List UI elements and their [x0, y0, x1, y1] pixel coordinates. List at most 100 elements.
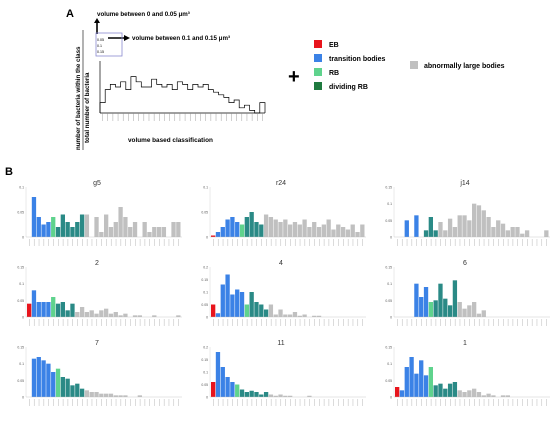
bar [75, 383, 80, 397]
bar [225, 377, 230, 397]
bar [505, 395, 510, 397]
bar [118, 207, 123, 237]
legend-item-abnormally-large-bodies: abnormally large bodies [410, 61, 505, 70]
bar [94, 392, 99, 397]
y-tick-label: 0.1 [387, 362, 392, 366]
chart-title: 7 [95, 340, 99, 347]
y-tick-label: 0.15 [17, 266, 24, 270]
bar [510, 227, 515, 237]
bar [94, 313, 99, 317]
bar [108, 227, 114, 237]
bar [283, 395, 288, 397]
bar [428, 367, 433, 397]
bar [544, 230, 549, 237]
legend-item-rb: RB [314, 68, 339, 77]
bar [515, 227, 520, 237]
y-tick-label: 0.1 [19, 362, 24, 366]
bar [278, 394, 283, 397]
bar [41, 224, 46, 237]
bar [31, 290, 37, 317]
bar [215, 313, 221, 317]
bar [263, 309, 269, 317]
bar [65, 310, 70, 317]
bar [452, 280, 458, 317]
legend-label: transition bodies [329, 56, 386, 63]
bar [350, 224, 355, 237]
bar [244, 217, 249, 237]
bar [75, 222, 80, 237]
bar [230, 217, 235, 237]
bar [142, 222, 147, 237]
bar [60, 214, 65, 237]
bar [123, 313, 128, 317]
bar [414, 215, 419, 237]
bar [235, 384, 240, 397]
legend-label: abnormally large bodies [424, 63, 505, 70]
y-tick-label: 0.15 [17, 346, 24, 350]
bar [104, 308, 109, 317]
bar [99, 393, 104, 397]
bar [220, 284, 225, 317]
bar [452, 382, 458, 397]
bar [443, 298, 448, 317]
bar [118, 315, 123, 317]
bar [137, 395, 142, 397]
y-tick-label: 0.05 [201, 383, 208, 387]
chart-6: 6 0.15 0.1 0.05 0 [385, 260, 550, 326]
legend-item-eb: EB [314, 40, 339, 49]
legend: EB transition bodies RB dividing RB abnormal… [314, 40, 505, 91]
bar [70, 227, 75, 237]
bar [70, 303, 75, 317]
bar [220, 367, 225, 397]
bar [297, 315, 302, 317]
bar [476, 392, 482, 397]
bar [409, 357, 414, 397]
panel-a-label: A [66, 8, 74, 20]
bar [118, 395, 123, 397]
bar [491, 395, 496, 397]
bar [239, 224, 245, 237]
chart-title: 6 [463, 260, 467, 267]
y-tick-label: 0.05 [385, 299, 392, 303]
bar [152, 315, 157, 317]
y-tick-label: 0 [390, 316, 392, 320]
bar [176, 315, 181, 317]
chart-4: 4 0.2 0.15 0.1 0.05 0 [201, 260, 366, 326]
bar [414, 283, 419, 317]
legend-label: RB [329, 70, 339, 77]
bar [321, 224, 326, 237]
bar [268, 304, 274, 317]
bar [230, 294, 235, 317]
y-tick-label: 0.1 [203, 186, 208, 190]
bar [51, 217, 56, 237]
bar [467, 390, 472, 397]
y-tick-label: 0.05 [17, 379, 24, 383]
bar [113, 222, 118, 237]
bar [254, 302, 259, 317]
bar [297, 224, 302, 237]
bar [438, 283, 443, 317]
bar [225, 274, 230, 317]
y-tick-label: 0.1 [387, 202, 392, 206]
bar [108, 313, 114, 317]
inset-label-2: 0.1 [97, 44, 102, 48]
legend-swatch [314, 40, 322, 48]
annot-top: volume between 0 and 0.05 μm³ [97, 11, 190, 18]
y-tick-label: 0 [390, 236, 392, 240]
bar [89, 310, 94, 317]
panel-a-xlabel: volume based classification [128, 137, 213, 144]
bar [268, 217, 274, 237]
bar [259, 224, 264, 237]
inset-box [95, 32, 123, 57]
chart-title: j14 [459, 180, 469, 187]
chart-title: 2 [95, 260, 99, 267]
bar [249, 292, 254, 317]
bar [215, 352, 221, 397]
bar [288, 314, 293, 317]
y-tick-label: 0.15 [385, 186, 392, 190]
bar [161, 227, 167, 237]
bar [239, 389, 245, 397]
bar [132, 315, 138, 317]
